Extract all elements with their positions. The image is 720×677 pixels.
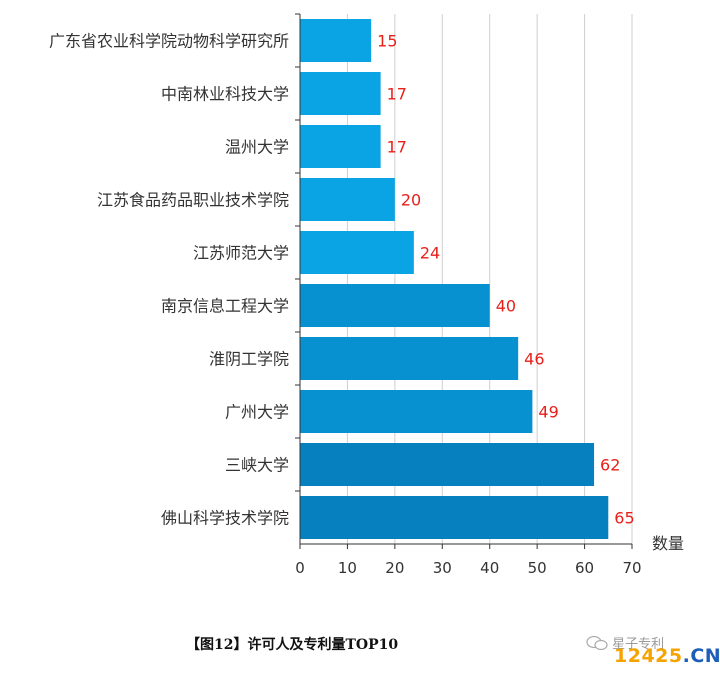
- watermark-site-tld: CN: [690, 645, 720, 667]
- wechat-icon: [586, 636, 608, 650]
- bar: [300, 443, 595, 486]
- x-tick-label: 70: [622, 559, 641, 577]
- value-label: 17: [387, 85, 407, 104]
- category-label: 江苏食品药品职业技术学院: [97, 191, 289, 210]
- category-label: 广东省农业科学院动物科学研究所: [49, 32, 289, 51]
- x-tick-label: 0: [295, 559, 305, 577]
- value-labels: 15 17 17 20 24 40 46 49 62 65: [377, 32, 635, 528]
- category-label: 温州大学: [225, 138, 289, 157]
- value-label: 46: [524, 350, 544, 369]
- category-label: 南京信息工程大学: [161, 297, 289, 316]
- value-label: 40: [496, 297, 516, 316]
- watermark-brand-text: 星子专利: [612, 637, 665, 652]
- bar: [300, 125, 381, 168]
- category-labels: 广东省农业科学院动物科学研究所中南林业科技大学温州大学江苏食品药品职业技术学院江…: [49, 32, 289, 528]
- bar: [300, 178, 395, 221]
- watermark-site: 12425.CN: [614, 645, 720, 667]
- watermark-site-dot: .: [682, 645, 691, 667]
- watermark-site-number: 12425: [614, 645, 683, 667]
- category-label: 淮阴工学院: [209, 350, 289, 369]
- value-label: 65: [614, 509, 634, 528]
- x-tick-label: 10: [338, 559, 357, 577]
- watermark-brand: 星子专利: [586, 633, 664, 652]
- value-label: 20: [401, 191, 421, 210]
- bar: [300, 337, 519, 380]
- bar: [300, 284, 490, 327]
- x-tick-label: 60: [575, 559, 594, 577]
- x-tick-labels: 0 10 20 30 40 50 60 70: [295, 559, 641, 577]
- x-tick-label: 30: [433, 559, 452, 577]
- gridlines: [346, 14, 633, 544]
- x-axis-title: 数量: [652, 534, 684, 553]
- x-tick-label: 40: [480, 559, 499, 577]
- bar: [300, 19, 372, 62]
- bar: [300, 496, 609, 539]
- figure-caption: 【图12】许可人及专利量TOP10: [186, 637, 399, 653]
- value-label: 17: [387, 138, 407, 157]
- value-label: 24: [420, 244, 440, 263]
- bar: [300, 231, 414, 274]
- bar: [300, 72, 381, 115]
- category-label: 三峡大学: [225, 456, 289, 475]
- value-label: 62: [600, 456, 620, 475]
- category-label: 江苏师范大学: [193, 244, 289, 263]
- category-label: 佛山科学技术学院: [161, 509, 289, 528]
- bars: [300, 19, 609, 539]
- bar: [300, 390, 533, 433]
- category-label: 中南林业科技大学: [161, 85, 289, 104]
- x-tick-label: 50: [528, 559, 547, 577]
- value-label: 49: [538, 403, 558, 422]
- value-label: 15: [377, 32, 397, 51]
- x-tick-label: 20: [385, 559, 404, 577]
- axes: [295, 13, 633, 549]
- category-label: 广州大学: [225, 403, 289, 422]
